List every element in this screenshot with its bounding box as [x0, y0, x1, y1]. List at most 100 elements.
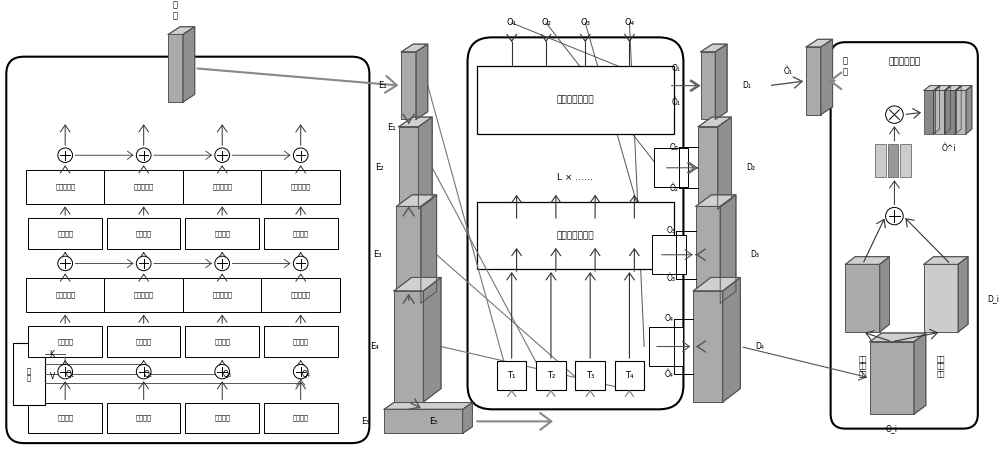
- Polygon shape: [934, 86, 940, 134]
- Bar: [13, 343, 45, 405]
- Text: D₂: D₂: [746, 163, 755, 172]
- Text: 多尺度通道融合: 多尺度通道融合: [557, 95, 594, 105]
- Polygon shape: [423, 277, 441, 402]
- Bar: [615, 361, 644, 390]
- Polygon shape: [944, 86, 950, 134]
- Bar: [575, 361, 605, 390]
- Bar: [806, 47, 821, 115]
- Polygon shape: [958, 257, 968, 332]
- Bar: [399, 127, 418, 209]
- Polygon shape: [723, 277, 740, 402]
- Text: E₁: E₁: [387, 123, 396, 132]
- Bar: [107, 326, 180, 357]
- Text: D₄: D₄: [755, 342, 764, 351]
- Bar: [261, 278, 340, 312]
- Polygon shape: [168, 27, 195, 34]
- Polygon shape: [696, 195, 736, 207]
- Bar: [264, 326, 338, 357]
- Polygon shape: [945, 86, 961, 90]
- Text: 层标准化: 层标准化: [214, 230, 230, 237]
- Bar: [900, 144, 911, 178]
- Bar: [28, 218, 102, 249]
- Text: 层标准化: 层标准化: [57, 338, 73, 345]
- Text: Q₄: Q₄: [301, 370, 310, 379]
- Bar: [497, 361, 526, 390]
- Bar: [924, 264, 958, 332]
- Text: E₅: E₅: [361, 417, 369, 426]
- Polygon shape: [384, 403, 472, 409]
- Circle shape: [58, 364, 73, 379]
- Text: D₃: D₃: [751, 250, 760, 259]
- Circle shape: [136, 256, 151, 271]
- Bar: [875, 144, 886, 178]
- Polygon shape: [463, 403, 472, 433]
- Circle shape: [136, 148, 151, 162]
- Text: O₁: O₁: [507, 18, 517, 28]
- Text: E₁: E₁: [378, 81, 387, 90]
- Polygon shape: [421, 195, 437, 303]
- Bar: [401, 52, 416, 119]
- Text: O₂: O₂: [670, 143, 679, 152]
- Text: T₁: T₁: [508, 371, 516, 380]
- Bar: [185, 403, 259, 433]
- Text: 多层感知器: 多层感知器: [134, 183, 154, 190]
- Bar: [264, 403, 338, 433]
- Text: O_i: O_i: [886, 424, 898, 433]
- Bar: [536, 361, 566, 390]
- Bar: [107, 218, 180, 249]
- FancyBboxPatch shape: [468, 37, 683, 409]
- Text: V: V: [49, 372, 55, 381]
- Text: Ô₃: Ô₃: [667, 274, 676, 283]
- Bar: [870, 341, 914, 414]
- Bar: [888, 144, 898, 178]
- Bar: [477, 202, 674, 269]
- Text: 层标准化: 层标准化: [214, 338, 230, 345]
- Bar: [26, 278, 104, 312]
- Polygon shape: [183, 27, 195, 102]
- Bar: [701, 52, 715, 119]
- Circle shape: [293, 364, 308, 379]
- Polygon shape: [924, 257, 968, 264]
- Polygon shape: [880, 257, 890, 332]
- Text: O₄: O₄: [665, 314, 674, 323]
- Text: 多层感知器: 多层感知器: [134, 291, 154, 298]
- Bar: [394, 291, 423, 402]
- Bar: [924, 90, 934, 134]
- Text: Ô₂: Ô₂: [670, 184, 679, 193]
- Text: L × ……: L × ……: [557, 173, 593, 182]
- Polygon shape: [935, 86, 950, 90]
- Text: K: K: [49, 350, 54, 359]
- Circle shape: [58, 148, 73, 162]
- Text: O₃: O₃: [580, 18, 590, 28]
- Circle shape: [215, 148, 230, 162]
- Text: E₂: E₂: [376, 163, 384, 172]
- Text: 层标准化: 层标准化: [57, 414, 73, 421]
- Bar: [649, 327, 683, 366]
- Bar: [652, 235, 686, 274]
- Text: Ô₄: Ô₄: [665, 370, 674, 379]
- Polygon shape: [966, 86, 972, 134]
- Text: Q₂: Q₂: [144, 370, 153, 379]
- Text: 全局
平均
池化: 全局 平均 池化: [858, 355, 867, 377]
- Text: 层标准化: 层标准化: [136, 414, 152, 421]
- Text: O₄: O₄: [624, 18, 635, 28]
- Text: 多层感知器: 多层感知器: [55, 183, 75, 190]
- Bar: [956, 90, 966, 134]
- FancyBboxPatch shape: [6, 56, 369, 443]
- Text: T₃: T₃: [586, 371, 594, 380]
- Text: 层标准化: 层标准化: [57, 230, 73, 237]
- Circle shape: [136, 364, 151, 379]
- Polygon shape: [394, 277, 441, 291]
- Text: 输
入: 输 入: [173, 0, 178, 20]
- Bar: [261, 170, 340, 203]
- Polygon shape: [701, 44, 727, 52]
- Text: D₁: D₁: [742, 81, 751, 90]
- Bar: [107, 403, 180, 433]
- Text: E₅: E₅: [429, 417, 438, 426]
- Text: 多通道注意力: 多通道注意力: [888, 57, 920, 66]
- Polygon shape: [399, 117, 432, 127]
- Text: Ô₁: Ô₁: [672, 98, 681, 107]
- Text: E₃: E₃: [373, 250, 382, 259]
- Bar: [384, 409, 463, 433]
- Text: Q₃: Q₃: [223, 370, 232, 379]
